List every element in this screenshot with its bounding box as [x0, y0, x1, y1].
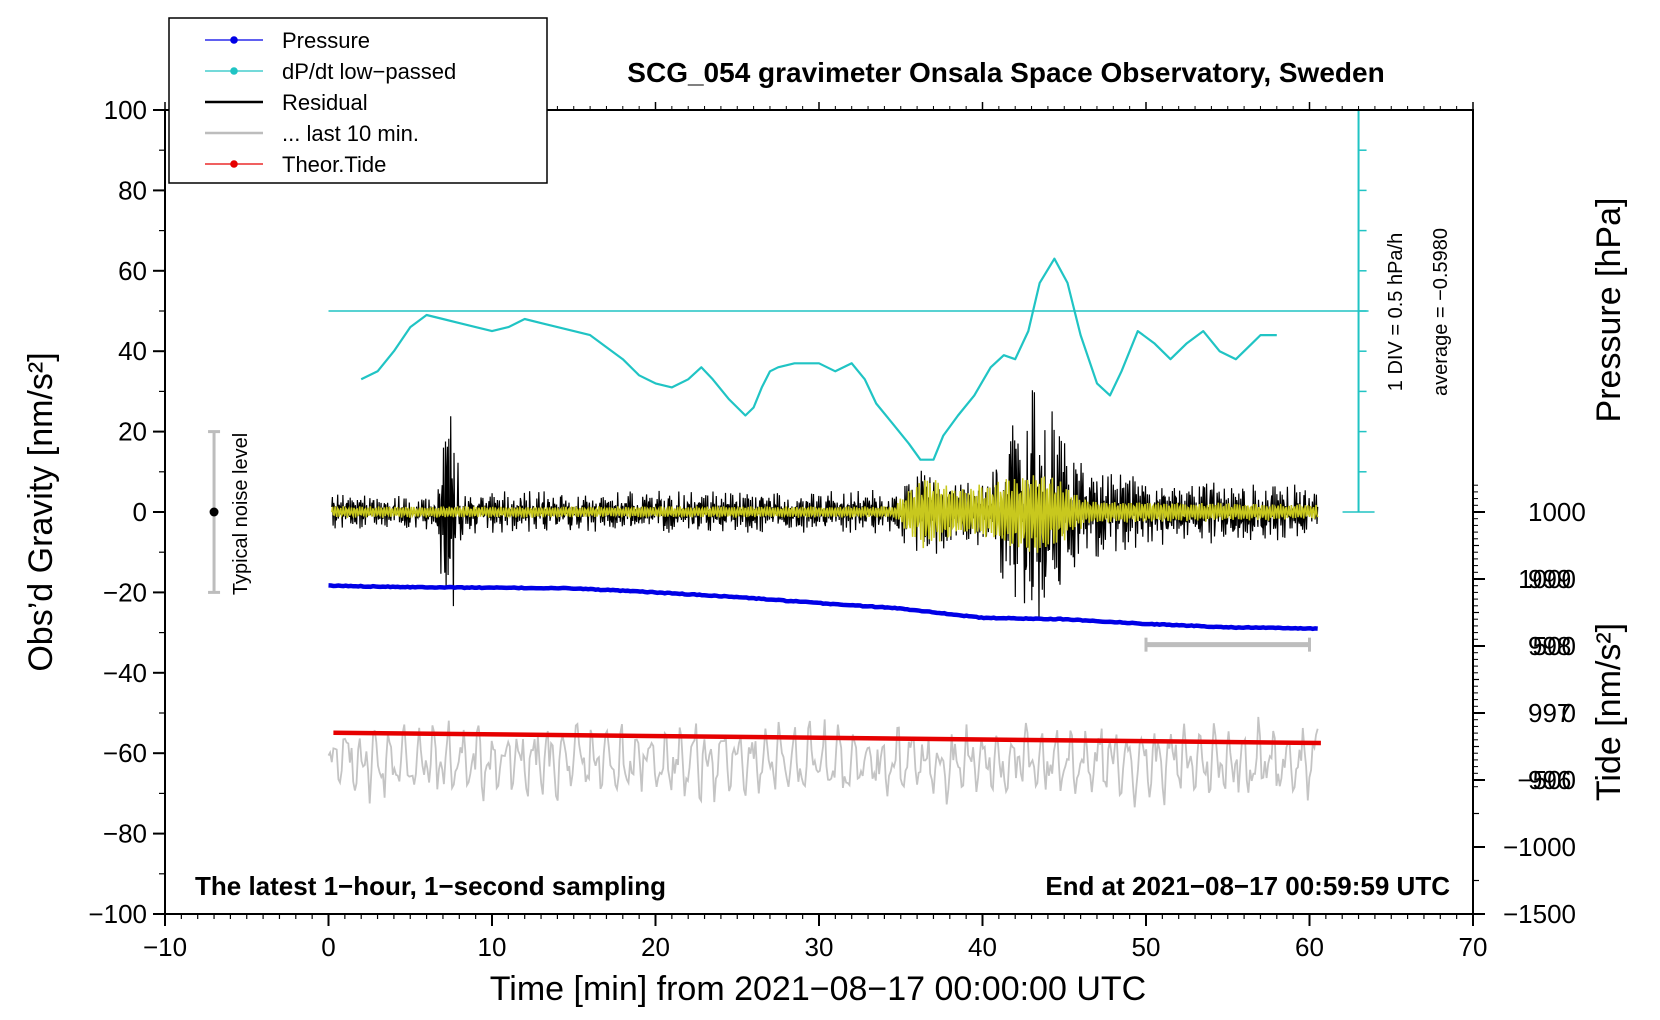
legend-box: [168, 17, 548, 184]
y-tick-label: −100: [88, 899, 147, 929]
series-pressure-line: [328, 583, 1318, 632]
x-axis-label: Time [min] from 2021−08−17 00:00:00 UTC: [490, 970, 1146, 1008]
legend-label: Pressure: [282, 28, 370, 53]
legend-marker: [230, 160, 238, 168]
y-axis-label-left: Obs’d Gravity [nm/s²]: [22, 352, 60, 671]
legend-label: Theor.Tide: [282, 152, 386, 177]
x-tick-label: 20: [641, 932, 670, 962]
annotation-end-time: End at 2021−08−17 00:59:59 UTC: [1045, 871, 1450, 901]
pressure-tick-label: 1000: [1528, 497, 1586, 527]
x-tick-label: 10: [478, 932, 507, 962]
annotation-dpdt-scale: 1 DIV = 0.5 hPa/h: [1385, 233, 1407, 391]
x-tick-label: 40: [968, 932, 997, 962]
x-tick-label: 50: [1132, 932, 1161, 962]
annotation-layer: [208, 109, 1375, 652]
legend-label: ... last 10 min.: [282, 121, 419, 146]
y-tick-label: −60: [103, 738, 147, 768]
pressure-tick-label: 998: [1528, 631, 1571, 661]
tide-tick-label: −1500: [1503, 899, 1576, 929]
y-axis-label-tide: Tide [nm/s²]: [1590, 623, 1628, 801]
tide-tick-label: −500: [1517, 765, 1576, 795]
series-last10-line: [327, 716, 1319, 808]
y-tick-label: −40: [103, 658, 147, 688]
y-tick-label: −20: [103, 577, 147, 607]
tide-tick-label: 0: [1562, 698, 1576, 728]
x-tick-label: 60: [1295, 932, 1324, 962]
annotation-noise-level: Typical noise level: [230, 433, 252, 595]
series-layer: [327, 257, 1321, 808]
series-tide-line: [333, 730, 1321, 746]
y-tick-label: 40: [118, 336, 147, 366]
legend-marker: [230, 36, 238, 44]
tide-tick-label: −1000: [1503, 832, 1576, 862]
annotation-dpdt-average: average = −0.5980: [1430, 228, 1452, 396]
y-axis-label-pressure: Pressure [hPa]: [1590, 198, 1628, 423]
noise-bar-center-dot: [209, 507, 219, 517]
legend: Pressure dP/dt low−passed Residual ... last…: [168, 17, 548, 184]
pressure-tick-label: 999: [1528, 564, 1571, 594]
x-tick-label: 30: [805, 932, 834, 962]
pressure-tick-label: 997: [1528, 698, 1571, 728]
tide-tick-label: 1000: [1518, 564, 1576, 594]
series-residual-lowpass-line: [331, 475, 1319, 553]
y-tick-label: 0: [133, 497, 147, 527]
annotation-sampling: The latest 1−hour, 1−second sampling: [195, 871, 666, 901]
y-tick-label: 20: [118, 417, 147, 447]
y-tick-label: 80: [118, 175, 147, 205]
tide-tick-label: 500: [1533, 631, 1576, 661]
x-tick-label: 0: [321, 932, 335, 962]
y-tick-label: 100: [104, 95, 147, 125]
x-tick-label: 70: [1459, 932, 1488, 962]
y-tick-label: −80: [103, 819, 147, 849]
pressure-tick-label: 996: [1528, 765, 1571, 795]
legend-label: dP/dt low−passed: [282, 59, 456, 84]
series-dpdt-line: [360, 257, 1277, 461]
chart-title: SCG_054 gravimeter Onsala Space Observat…: [627, 57, 1384, 88]
y-tick-label: 60: [118, 256, 147, 286]
axes: −10 0 10 20 30 40 50 60 70100806040200−20−40−60−…: [88, 95, 1585, 962]
legend-marker: [230, 67, 238, 75]
legend-label: Residual: [282, 90, 368, 115]
x-tick-label: −10: [143, 932, 187, 962]
